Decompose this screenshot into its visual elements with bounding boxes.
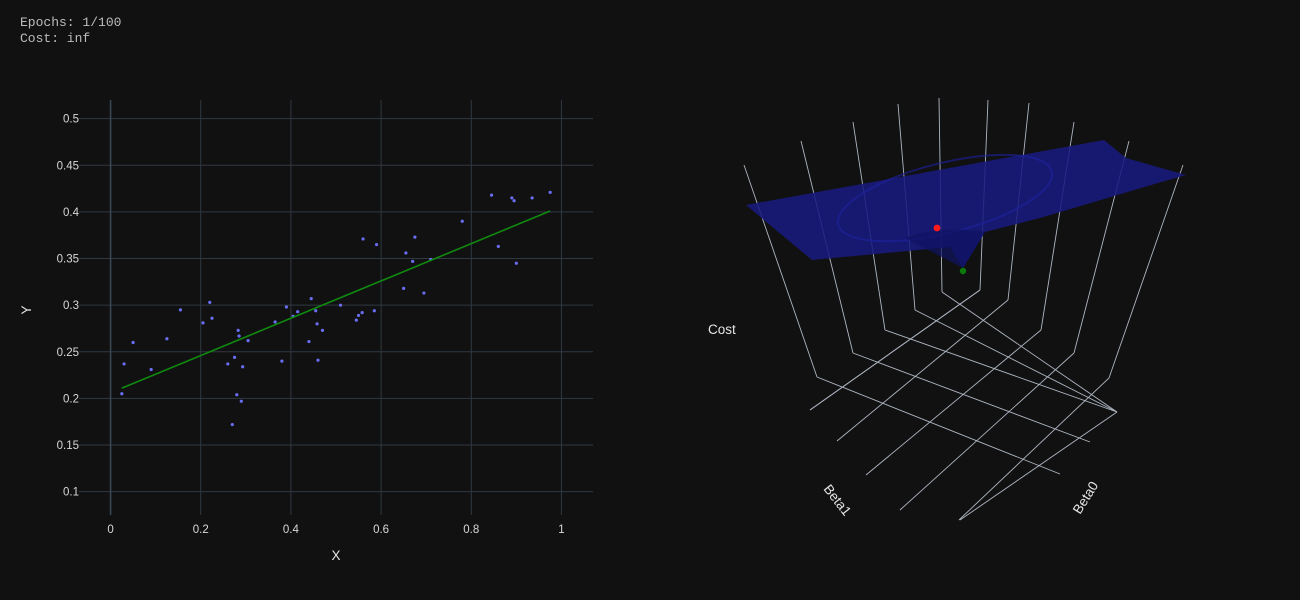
- scatter-point: [226, 362, 230, 366]
- scatter-fit-line-group: [121, 210, 551, 389]
- x-tick-label: 0.4: [283, 524, 300, 536]
- y-tick-label: 0.2: [63, 393, 79, 405]
- scatter-point: [246, 339, 250, 343]
- scatter-point: [372, 309, 376, 313]
- y-tick-label: 0.5: [63, 114, 79, 126]
- scatter-point: [131, 340, 135, 345]
- scatter-point: [165, 337, 169, 341]
- fit-line: [121, 210, 551, 389]
- scatter-points: [120, 190, 552, 427]
- scatter-point: [239, 399, 243, 403]
- scatter-point: [120, 392, 124, 396]
- scatter-point: [273, 320, 277, 324]
- scatter-point: [149, 367, 153, 372]
- x-tick-label: 0: [107, 524, 113, 536]
- scatter-point: [316, 358, 320, 362]
- scatter-gridlines: [79, 100, 593, 515]
- cost-surface: [746, 140, 1186, 268]
- scatter-point: [122, 362, 126, 366]
- scatter-point: [315, 322, 319, 326]
- scatter-point: [460, 219, 464, 223]
- scatter-tick-labels: 0.1 0.15 0.2 0.25 0.3 0.35 0.4 0.45 0.5 0 0.2 0.4 0.…: [57, 114, 565, 536]
- scatter-point: [201, 321, 205, 325]
- y-tick-label: 0.4: [63, 207, 80, 219]
- scatter-point: [404, 251, 408, 255]
- x-axis-label: X: [331, 548, 340, 563]
- scatter-point: [411, 259, 415, 263]
- scatter-point: [210, 316, 214, 320]
- scatter-point: [280, 359, 284, 363]
- y-tick-label: 0.35: [57, 254, 79, 266]
- beta1-axis-label: Beta1: [821, 482, 855, 519]
- y-axis-label: Y: [19, 305, 34, 314]
- scatter-point: [354, 318, 358, 322]
- scatter-point: [236, 328, 240, 332]
- cost-label: Cost: inf: [20, 31, 91, 46]
- scatter-point: [413, 235, 417, 239]
- epochs-label: Epochs: 1/100: [20, 15, 122, 30]
- y-tick-label: 0.25: [57, 347, 79, 359]
- scatter-point: [296, 310, 300, 314]
- x-tick-label: 0.8: [463, 524, 479, 536]
- scatter-point: [320, 328, 325, 332]
- scatter-point: [422, 291, 426, 295]
- scatter-point: [512, 199, 516, 203]
- scatter-point: [230, 422, 234, 427]
- scatter-point: [530, 196, 534, 200]
- y-tick-label: 0.1: [63, 487, 79, 499]
- z-axis-label: Cost: [708, 322, 736, 337]
- scatter-point: [548, 190, 552, 194]
- y-tick-label: 0.15: [57, 440, 79, 452]
- scatter-point: [338, 303, 343, 307]
- scatter-point: [314, 309, 318, 313]
- x-tick-label: 0.6: [373, 524, 389, 536]
- scatter-point: [489, 193, 494, 197]
- scatter-point: [374, 242, 379, 247]
- scatter-point: [496, 244, 500, 249]
- x-tick-label: 0.2: [193, 524, 209, 536]
- scatter-point: [514, 261, 518, 265]
- scatter-plot[interactable]: 0.1 0.15 0.2 0.25 0.3 0.35 0.4 0.45 0.5 0 0.2 0.4 0.…: [0, 0, 640, 600]
- scatter-point: [402, 286, 406, 290]
- scatter-point: [309, 297, 313, 301]
- scatter-point: [510, 196, 514, 200]
- status-text: Epochs: 1/100 Cost: inf: [20, 15, 121, 47]
- scatter-point: [360, 311, 364, 315]
- scatter-point: [307, 339, 311, 344]
- scatter-point: [235, 393, 239, 397]
- y-tick-label: 0.3: [63, 300, 79, 312]
- optimum-marker: [959, 267, 967, 275]
- scatter-point: [208, 300, 212, 304]
- beta0-axis-label: Beta0: [1070, 479, 1101, 517]
- y-tick-label: 0.45: [57, 160, 79, 172]
- x-tick-label: 1: [558, 524, 564, 536]
- scatter-point: [178, 308, 183, 312]
- surface-wireframe: [743, 97, 1184, 521]
- scatter-point: [237, 334, 241, 338]
- current-marker: [933, 224, 941, 232]
- scatter-point: [356, 313, 361, 318]
- scatter-point: [232, 355, 237, 359]
- scatter-point: [241, 365, 245, 369]
- scatter-point: [284, 305, 289, 309]
- scatter-point: [361, 237, 365, 241]
